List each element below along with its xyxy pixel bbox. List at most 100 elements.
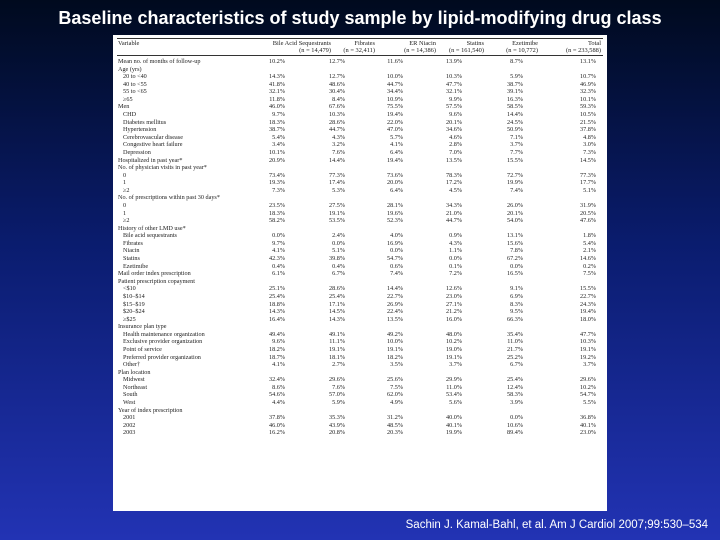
- row-label: 2002: [123, 421, 136, 429]
- table-cell: 19.1%: [329, 209, 345, 217]
- column-header: Bile Acid Sequestrants (n = 14,479): [273, 40, 331, 54]
- table-cell: 25.4%: [329, 292, 345, 300]
- table-cell: 25.2%: [507, 353, 523, 361]
- row-label: Hypertension: [123, 126, 157, 134]
- row-label: Bile acid sequestrants: [123, 232, 177, 240]
- table-cell: 37.8%: [580, 126, 596, 134]
- table-row: Preferred provider organization 18.7% 18.1…: [113, 354, 607, 362]
- table-row: Hospitalized in past year* 20.9% 14.4% 19.4…: [113, 157, 607, 165]
- row-label: 1: [123, 179, 127, 187]
- table-cell: 40.1%: [580, 421, 596, 429]
- row-label: Northeast: [123, 383, 148, 391]
- table-cell: 9.1%: [510, 285, 523, 293]
- column-header: ER Niacin (n = 14,386): [404, 40, 436, 54]
- table-cell: 13.5%: [387, 315, 403, 323]
- row-label: West: [123, 399, 136, 407]
- table-cell: 6.1%: [272, 270, 285, 278]
- table-cell: 4.1%: [272, 361, 285, 369]
- table-cell: 1.1%: [449, 247, 462, 255]
- table-row: Mean no. of months of follow-up 10.2% 12.7…: [113, 58, 607, 66]
- table-cell: 6.4%: [390, 148, 403, 156]
- column-header: Fibrates (n = 32,411): [343, 40, 375, 54]
- row-label: 55 to <65: [123, 88, 147, 96]
- row-label: 20 to <40: [123, 73, 147, 81]
- table-cell: 16.5%: [507, 270, 523, 278]
- table-cell: 20.9%: [269, 156, 285, 164]
- table-cell: 2.1%: [583, 247, 596, 255]
- table-cell: 14.4%: [387, 285, 403, 293]
- table-cell: 48.5%: [387, 421, 403, 429]
- table-cell: 7.2%: [449, 270, 462, 278]
- table-cell: 7.8%: [510, 247, 523, 255]
- table-cell: 89.4%: [507, 429, 523, 437]
- table-row: Midwest 32.4% 29.6% 25.6% 29.9% 25.4% 29.6%: [113, 376, 607, 384]
- table-cell: 17.7%: [580, 179, 596, 187]
- table-cell: 19.0%: [446, 345, 462, 353]
- table-cell: 0.9%: [449, 232, 462, 240]
- table-cell: 10.9%: [387, 95, 403, 103]
- row-label: Depression: [123, 148, 151, 156]
- table-cell: 32.4%: [269, 376, 285, 384]
- table-row: Cerebrovascular disease 5.4% 4.3% 5.7% 4.6% 7…: [113, 134, 607, 142]
- table-cell: 4.6%: [449, 133, 462, 141]
- table-row: 2001 37.8% 35.3% 31.2% 40.0% 0.0% 36.8%: [113, 414, 607, 422]
- table-cell: 13.5%: [446, 156, 462, 164]
- table-cell: 23.0%: [446, 292, 462, 300]
- row-label: Ezetimibe: [123, 262, 149, 270]
- table-cell: 32.3%: [580, 88, 596, 96]
- table-cell: 19.9%: [507, 179, 523, 187]
- row-label: 1: [123, 209, 127, 217]
- table-cell: 4.0%: [390, 232, 403, 240]
- table-row: Depression 10.1% 7.6% 6.4% 7.0% 7.7% 7.3%: [113, 149, 607, 157]
- table-cell: 19.4%: [387, 111, 403, 119]
- table-cell: 77.3%: [580, 171, 596, 179]
- table-cell: 29.6%: [580, 376, 596, 384]
- table-cell: 21.5%: [580, 118, 596, 126]
- table-cell: 53.4%: [446, 391, 462, 399]
- table-cell: 22.4%: [387, 308, 403, 316]
- table-cell: 72.7%: [507, 171, 523, 179]
- row-label: Congestive heart failure: [123, 141, 183, 149]
- table-cell: 5.9%: [332, 399, 345, 407]
- table-row: Exclusive provider organization 9.6% 11.1%…: [113, 338, 607, 346]
- table-cell: 18.3%: [269, 118, 285, 126]
- table-cell: 16.3%: [507, 95, 523, 103]
- table-cell: 16.0%: [446, 315, 462, 323]
- table-cell: 6.4%: [390, 186, 403, 194]
- table-cell: 1.8%: [583, 232, 596, 240]
- table-row: Hypertension 38.7% 44.7% 47.0% 34.6% 50.9% 37.…: [113, 126, 607, 134]
- table-cell: 66.3%: [507, 315, 523, 323]
- header-bottom-rule: [117, 55, 603, 56]
- table-row: ≥65 11.8% 8.4% 10.9% 9.9% 16.3% 10.1%: [113, 96, 607, 104]
- table-cell: 0.0%: [390, 247, 403, 255]
- row-label: Cerebrovascular disease: [123, 133, 183, 141]
- table-cell: 73.6%: [387, 171, 403, 179]
- table-cell: 40.1%: [446, 421, 462, 429]
- table-cell: 8.4%: [332, 95, 345, 103]
- row-label: Insurance plan type: [118, 323, 167, 331]
- table-cell: 6.7%: [332, 270, 345, 278]
- column-header-count: (n = 10,772): [506, 47, 538, 54]
- table-cell: 18.2%: [387, 353, 403, 361]
- table-cell: 53.5%: [329, 217, 345, 225]
- table-cell: 57.0%: [329, 391, 345, 399]
- table-cell: 11.6%: [387, 58, 403, 65]
- row-label: 40 to <55: [123, 80, 147, 88]
- table-cell: 3.7%: [510, 141, 523, 149]
- table-cell: 18.8%: [269, 300, 285, 308]
- table-cell: 47.0%: [387, 126, 403, 134]
- table-cell: 15.5%: [580, 285, 596, 293]
- table-row: Other† 4.1% 2.7% 3.5% 3.7% 6.7% 3.7%: [113, 361, 607, 369]
- table-row: Health maintenance organization 49.4% 49.1…: [113, 331, 607, 339]
- table-cell: 19.6%: [387, 209, 403, 217]
- table-cell: 7.7%: [510, 148, 523, 156]
- table-cell: 37.8%: [269, 414, 285, 422]
- table-cell: 34.3%: [446, 201, 462, 209]
- table-cell: 0.6%: [390, 262, 403, 270]
- column-header-count: (n = 14,386): [404, 47, 436, 54]
- table-row: Patient prescription copayment: [113, 278, 607, 286]
- table-cell: 44.7%: [329, 126, 345, 134]
- row-label: Mean no. of months of follow-up: [118, 58, 201, 65]
- row-label: Point of service: [123, 345, 162, 353]
- table-cell: 17.1%: [329, 300, 345, 308]
